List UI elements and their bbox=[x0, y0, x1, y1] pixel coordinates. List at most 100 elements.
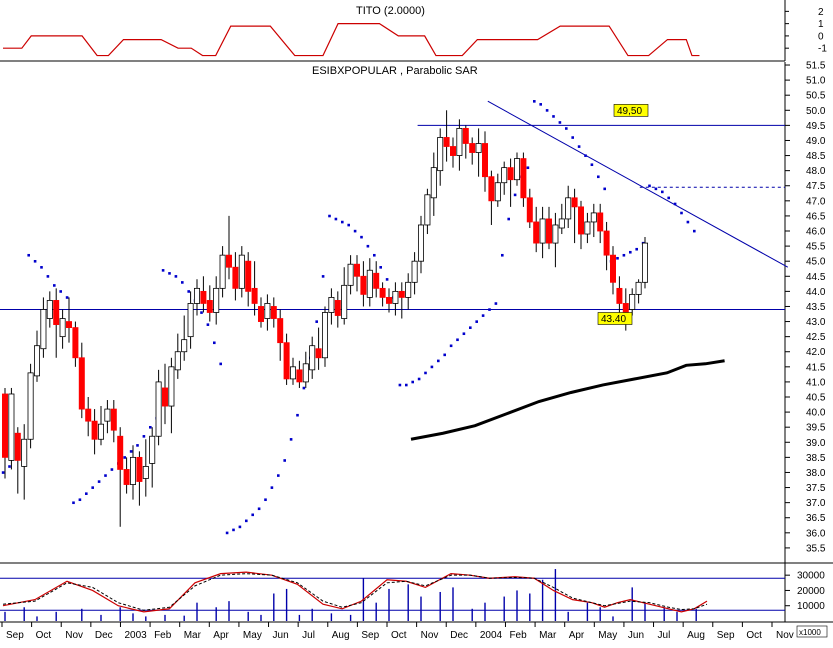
candle-body bbox=[283, 342, 290, 380]
x-tick-label: Sep bbox=[6, 630, 24, 641]
oscillator-k-line bbox=[2, 571, 708, 613]
candle-body bbox=[110, 408, 117, 431]
candle-body bbox=[219, 254, 226, 289]
candle-body bbox=[251, 287, 258, 304]
main-tick-label: 40.0 bbox=[806, 408, 826, 419]
main-y-axis: 51.5 51.0 50.5 50.0 49.5 49.0 48.5 48.0 47.5 47.0… bbox=[785, 61, 826, 554]
sar-dot bbox=[277, 474, 280, 477]
candle-body bbox=[481, 143, 488, 178]
sar-dot bbox=[558, 121, 562, 124]
candle-body bbox=[622, 303, 629, 313]
x-tick-label: Apr bbox=[569, 630, 585, 641]
oscillator-levels bbox=[0, 577, 785, 611]
top-panel: TITO (2.0000) 210 -1 bbox=[0, 0, 827, 62]
main-tick-label: 43.0 bbox=[806, 317, 826, 328]
candle-body bbox=[437, 137, 444, 172]
candle-body bbox=[91, 420, 98, 440]
candle-body bbox=[21, 438, 28, 467]
sar-dot bbox=[693, 229, 696, 233]
sar-dot bbox=[405, 383, 408, 387]
sar-dot bbox=[91, 486, 94, 489]
sar-dot bbox=[27, 253, 30, 257]
sar-dot bbox=[219, 362, 222, 366]
sar-dot bbox=[85, 492, 88, 495]
support-label: 43.40 bbox=[601, 314, 626, 325]
sar-dot bbox=[149, 425, 152, 429]
x-tick-label: Aug bbox=[687, 630, 705, 641]
candle-body bbox=[270, 306, 277, 319]
sar-dot bbox=[424, 371, 427, 375]
main-tick-label: 46.0 bbox=[806, 227, 826, 238]
x-tick-label: Sep bbox=[717, 630, 735, 641]
candle-body bbox=[597, 212, 604, 232]
candle-body bbox=[187, 303, 194, 338]
candle-body bbox=[616, 287, 623, 304]
candle-body bbox=[347, 263, 354, 286]
main-panel-title: ESIBXPOPULAR , Parabolic SAR bbox=[312, 65, 478, 77]
main-lines bbox=[0, 100, 789, 310]
sar-dot bbox=[283, 459, 286, 462]
x-tick-label: Jul bbox=[658, 630, 671, 641]
sar-dot bbox=[341, 220, 344, 224]
main-tick-label: 48.0 bbox=[806, 166, 826, 177]
candle-body bbox=[53, 300, 60, 325]
sar-dot bbox=[373, 253, 376, 257]
candle-body bbox=[443, 137, 450, 147]
main-tick-label: 44.5 bbox=[806, 272, 826, 283]
sar-dot bbox=[469, 326, 472, 329]
sar-dot bbox=[232, 528, 235, 532]
sar-dot bbox=[78, 498, 82, 502]
candle-body bbox=[603, 230, 610, 256]
top-tick-label: 1 bbox=[818, 19, 824, 30]
candle-body bbox=[392, 290, 399, 304]
candle-body bbox=[353, 263, 360, 277]
sar-dot bbox=[635, 247, 638, 251]
sar-dot bbox=[161, 269, 165, 272]
top-panel-title: TITO (2.0000) bbox=[356, 5, 425, 17]
x-tick-label: Nov bbox=[421, 630, 439, 641]
top-tick-label: 0 bbox=[818, 31, 824, 42]
candle-body bbox=[373, 272, 380, 289]
main-tick-label: 47.0 bbox=[806, 196, 826, 207]
candle-body bbox=[8, 393, 15, 461]
sar-dot bbox=[629, 250, 632, 254]
candle-body bbox=[635, 281, 642, 295]
candle-body bbox=[590, 212, 597, 223]
sar-dot bbox=[577, 145, 581, 148]
sar-dot bbox=[206, 323, 210, 326]
x-tick-label: May bbox=[243, 630, 262, 641]
sar-dot bbox=[648, 184, 651, 188]
candle-body bbox=[149, 435, 156, 464]
sar-dot bbox=[437, 359, 440, 363]
main-tick-label: 36.0 bbox=[806, 528, 826, 539]
sar-dot bbox=[33, 259, 37, 263]
candle-body bbox=[539, 218, 546, 244]
price-labels: 49,50 43.40 bbox=[597, 104, 649, 325]
candle-body bbox=[584, 221, 591, 235]
sar-dot bbox=[251, 513, 254, 517]
candle-body bbox=[129, 456, 136, 485]
sar-dot bbox=[366, 244, 370, 248]
x-tick-label: Sep bbox=[361, 630, 379, 641]
candle-body bbox=[385, 297, 392, 304]
sar-dot bbox=[673, 202, 677, 206]
candle-body bbox=[449, 146, 456, 156]
candle-body bbox=[571, 197, 578, 208]
sar-dot bbox=[321, 275, 325, 278]
candle-body bbox=[34, 345, 41, 377]
x-tick-label: 2004 bbox=[480, 630, 503, 641]
candle-body bbox=[379, 287, 386, 298]
sar-dot bbox=[136, 444, 139, 447]
x-tick-label: Feb bbox=[154, 630, 172, 641]
main-panel: ESIBXPOPULAR , Parabolic SAR 51.5 51.0 50.… bbox=[0, 61, 833, 564]
sar-dot bbox=[526, 166, 530, 170]
tito-indicator-line bbox=[3, 23, 700, 57]
x-tick-label: Nov bbox=[776, 630, 794, 641]
candle-body bbox=[289, 366, 296, 380]
sar-dot bbox=[411, 380, 414, 384]
main-tick-label: 47.5 bbox=[806, 181, 826, 192]
main-tick-label: 37.0 bbox=[806, 498, 826, 509]
sar-dot bbox=[168, 272, 171, 275]
candle-body bbox=[328, 297, 335, 313]
sar-dot bbox=[398, 383, 402, 387]
